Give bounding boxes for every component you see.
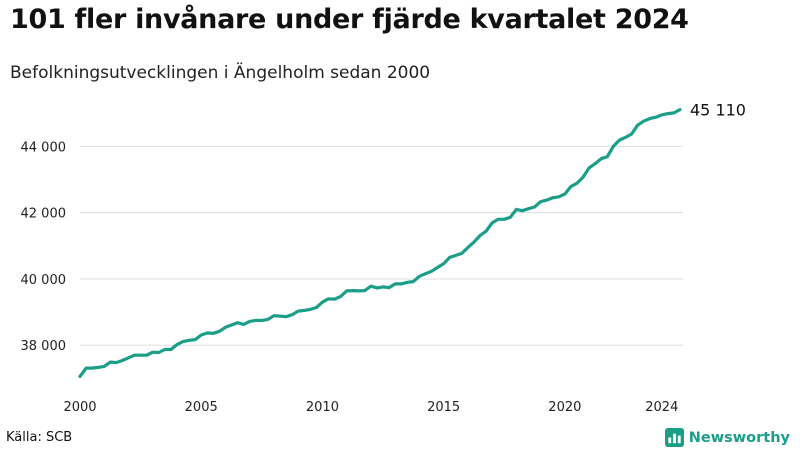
chart-subtitle: Befolkningsutvecklingen i Ängelholm seda… bbox=[10, 63, 431, 83]
x-tick-label: 2010 bbox=[306, 400, 339, 415]
brand-name: Newsworthy bbox=[688, 429, 790, 446]
x-tick-label: 2015 bbox=[427, 400, 460, 415]
y-tick-label: 40 000 bbox=[21, 273, 67, 288]
x-tick-label: 2024 bbox=[645, 400, 678, 415]
x-tick-label: 2020 bbox=[548, 400, 581, 415]
brand-logo: Newsworthy bbox=[664, 428, 790, 447]
y-tick-label: 38 000 bbox=[21, 339, 67, 354]
end-value-label: 45 110 bbox=[690, 101, 746, 120]
y-tick-label: 44 000 bbox=[21, 140, 67, 155]
chart-title: 101 fler invånare under fjärde kvartalet… bbox=[10, 4, 689, 35]
bar-chart-icon bbox=[664, 428, 684, 447]
source-note: Källa: SCB bbox=[6, 430, 73, 445]
x-tick-label: 2005 bbox=[185, 400, 218, 415]
y-tick-label: 42 000 bbox=[21, 207, 67, 222]
series-line bbox=[78, 107, 682, 378]
x-tick-label: 2000 bbox=[63, 400, 96, 415]
